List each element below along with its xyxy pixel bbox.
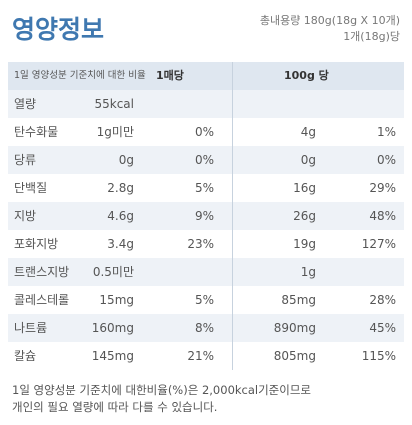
name: 트랜스지방 xyxy=(14,265,70,279)
title: 영양정보 xyxy=(12,15,105,44)
name: 칼슘 xyxy=(14,349,37,363)
name: 당류 xyxy=(14,153,37,167)
table-row: 단백질 2.8g 5% 16g 29% xyxy=(8,174,404,202)
per-serving-pct: 5% xyxy=(194,181,214,195)
per-100g: 85mg xyxy=(281,293,316,307)
name: 나트륨 xyxy=(14,321,48,335)
per-100g-pct: 29% xyxy=(369,181,396,195)
header-per-serving: 1매당 xyxy=(156,69,184,82)
total-amount: 총내용량 180g(18g X 10개) xyxy=(259,14,400,27)
per-serving-pct: 0% xyxy=(194,125,214,139)
table-row: 나트륨 160mg 8% 890mg 45% xyxy=(8,314,404,342)
per-serving-pct: 8% xyxy=(194,321,214,335)
per-serving-pct: 9% xyxy=(194,209,214,223)
table-row: 지방 4.6g 9% 26g 48% xyxy=(8,202,404,230)
per-serving: 1g미만 xyxy=(96,125,134,139)
per-100g-pct: 1% xyxy=(376,125,396,139)
table-row: 포화지방 3.4g 23% 19g 127% xyxy=(8,230,404,258)
per-100g: 0g xyxy=(300,153,316,167)
per-serving: 0.5미만 xyxy=(92,265,134,279)
footnote: 1일 영양성분 기준치에 대한비율(%)은 2,000kcal기준이므로 xyxy=(12,383,312,397)
per-100g: 16g xyxy=(293,181,316,195)
per-100g: 890mg xyxy=(273,321,316,335)
per-100g: 19g xyxy=(293,237,316,251)
per-100g: 4g xyxy=(300,125,316,139)
footnote: 개인의 필요 열량에 따라 다를 수 있습니다. xyxy=(12,400,218,414)
per-100g-pct: 48% xyxy=(369,209,396,223)
per-serving: 145mg xyxy=(91,349,134,363)
per-serving: 2.8g xyxy=(107,181,134,195)
table-row: 열량 55kcal xyxy=(8,90,404,118)
per-100g-pct: 28% xyxy=(369,293,396,307)
per-100g-pct: 0% xyxy=(376,153,396,167)
table-header: 1일 영양성분 기준치에 대한 비율 1매당 100g 당 xyxy=(8,62,404,90)
table-row: 콜레스테롤 15mg 5% 85mg 28% xyxy=(8,286,404,314)
name: 포화지방 xyxy=(14,237,59,251)
column-divider xyxy=(232,62,233,370)
per-100g-pct: 115% xyxy=(361,349,396,363)
name: 콜레스테롤 xyxy=(14,293,70,307)
name: 열량 xyxy=(14,97,37,111)
per-serving-pct: 23% xyxy=(187,237,214,251)
name: 단백질 xyxy=(14,181,48,195)
per-100g-pct: 45% xyxy=(369,321,396,335)
table-row: 트랜스지방 0.5미만 1g xyxy=(8,258,404,286)
per-serving: 15mg xyxy=(99,293,134,307)
per-serving: 3.4g xyxy=(107,237,134,251)
per-serving-pct: 21% xyxy=(187,349,214,363)
per-100g: 805mg xyxy=(273,349,316,363)
header-daily-ratio: 1일 영양성분 기준치에 대한 비율 xyxy=(14,70,146,81)
table-row: 칼슘 145mg 21% 805mg 115% xyxy=(8,342,404,370)
name: 지방 xyxy=(14,209,37,223)
per-100g: 26g xyxy=(293,209,316,223)
serving-size: 1개(18g)당 xyxy=(343,30,400,43)
per-100g-pct: 127% xyxy=(361,237,396,251)
per-serving: 4.6g xyxy=(107,209,134,223)
per-serving: 160mg xyxy=(91,321,134,335)
table-row: 당류 0g 0% 0g 0% xyxy=(8,146,404,174)
per-serving-pct: 0% xyxy=(194,153,214,167)
name: 탄수화물 xyxy=(14,125,59,139)
per-serving: 55kcal xyxy=(94,97,134,111)
header-per-100g: 100g 당 xyxy=(284,69,329,82)
per-serving-pct: 5% xyxy=(194,293,214,307)
per-serving: 0g xyxy=(118,153,134,167)
table-row: 탄수화물 1g미만 0% 4g 1% xyxy=(8,118,404,146)
per-100g: 1g xyxy=(300,265,316,279)
